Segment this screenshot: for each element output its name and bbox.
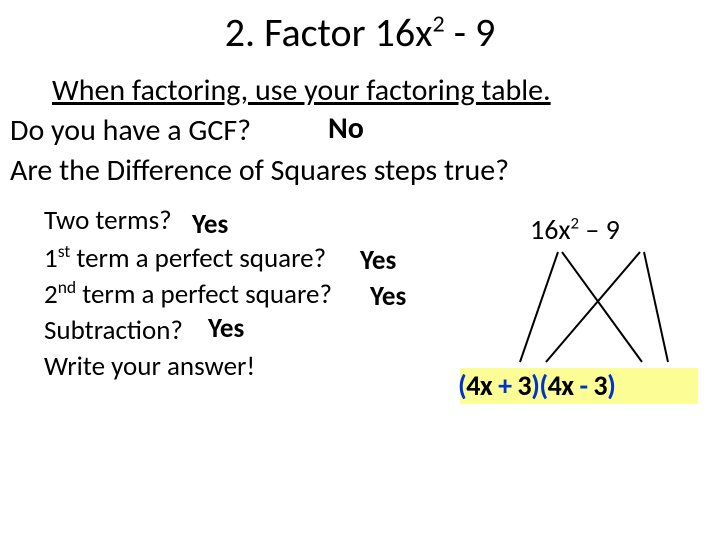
subtraction-answer: Yes <box>208 312 244 345</box>
first-pre: 1 <box>44 242 58 275</box>
title-prefix: 2. Factor 16x <box>225 8 433 57</box>
plus-sign: + <box>492 368 517 403</box>
factor-diagram <box>490 250 700 370</box>
paren-open-1: ( <box>458 368 466 403</box>
second-ord: nd <box>58 276 76 298</box>
paren-mid: )( <box>531 368 547 403</box>
two-terms-answer: Yes <box>192 208 228 241</box>
second-pre: 2 <box>44 278 58 311</box>
slide: 2. Factor 16x2 - 9 When factoring, use y… <box>0 0 720 540</box>
term-4x-1: 4x <box>466 368 492 403</box>
first-ord: st <box>58 240 71 262</box>
slide-title: 2. Factor 16x2 - 9 <box>0 8 720 57</box>
subtraction-question: Subtraction? <box>44 314 183 347</box>
minus-sign: - <box>574 368 594 403</box>
paren-close-2: ) <box>607 368 615 403</box>
expr-sup: 2 <box>571 213 580 234</box>
write-answer-prompt: Write your answer! <box>44 350 255 383</box>
expr-pre: 16x <box>530 212 571 247</box>
second-post: term a perfect square? <box>76 278 332 311</box>
two-terms-question: Two terms? <box>44 204 172 237</box>
second-term-question: 2nd term a perfect square? <box>44 276 332 311</box>
term-4x-2: 4x <box>548 368 574 403</box>
first-term-question: 1st term a perfect square? <box>44 240 326 275</box>
gcf-answer: No <box>328 110 364 147</box>
subtitle: When factoring, use your factoring table… <box>52 72 551 109</box>
title-sup: 2 <box>432 10 444 39</box>
title-suffix: - 9 <box>445 8 496 57</box>
term-3-2: 3 <box>593 368 607 403</box>
term-3-1: 3 <box>517 368 531 403</box>
expr-post: – 9 <box>579 212 620 247</box>
second-term-answer: Yes <box>370 280 406 313</box>
first-term-answer: Yes <box>360 244 396 277</box>
factored-answer: (4x + 3)(4x - 3) <box>458 368 615 403</box>
first-post: term a perfect square? <box>70 242 326 275</box>
diff-squares-question: Are the Difference of Squares steps true… <box>10 152 509 189</box>
expression: 16x2 – 9 <box>530 212 620 247</box>
gcf-question: Do you have a GCF? <box>10 112 251 149</box>
